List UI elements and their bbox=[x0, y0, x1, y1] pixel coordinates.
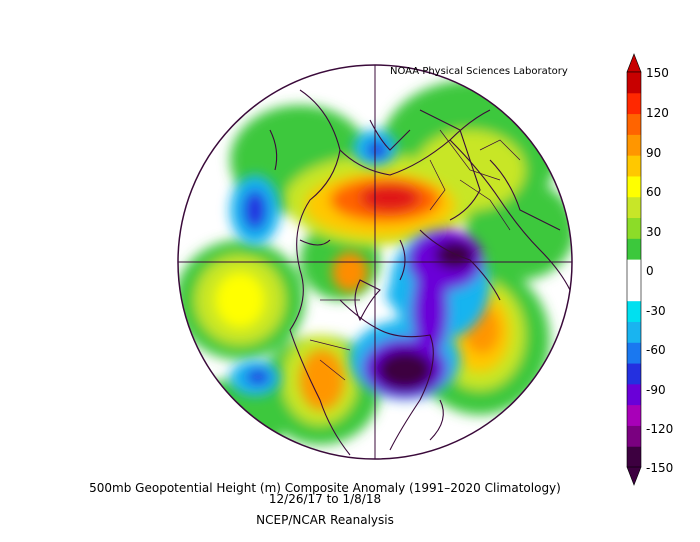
colorbar-segment bbox=[627, 363, 641, 385]
colorbar-segment bbox=[627, 279, 641, 302]
colorbar-label: -90 bbox=[646, 383, 666, 397]
colorbar-segment bbox=[627, 259, 641, 281]
colorbar-label: 0 bbox=[646, 264, 654, 278]
caption-dates: 12/26/17 to 1/8/18 bbox=[268, 492, 382, 506]
caption-title: 500mb Geopotential Height (m) Composite … bbox=[89, 481, 561, 495]
colorbar-segment bbox=[627, 383, 641, 406]
credit-text: NOAA Physical Sciences Laboratory bbox=[390, 66, 568, 77]
colorbar-segment bbox=[627, 300, 641, 322]
colorbar-segment bbox=[627, 404, 641, 426]
colorbar-top-arrow bbox=[626, 53, 642, 73]
colorbar-label: 30 bbox=[646, 225, 662, 239]
colorbar-label: 90 bbox=[646, 146, 662, 160]
caption-source: NCEP/NCAR Reanalysis bbox=[256, 513, 394, 527]
coastlines bbox=[269, 89, 571, 456]
colorbar-bottom-arrow bbox=[626, 466, 642, 486]
colorbar-segment bbox=[627, 425, 641, 447]
colorbar-segment bbox=[627, 446, 641, 468]
meridian-lines bbox=[178, 65, 572, 459]
colorbar-label: -60 bbox=[646, 343, 666, 357]
colorbar-segment bbox=[627, 175, 641, 198]
colorbar bbox=[626, 53, 642, 486]
colorbar-segment bbox=[627, 113, 641, 135]
colorbar-segment bbox=[627, 342, 641, 364]
colorbar-frame bbox=[626, 71, 642, 468]
map-boundary bbox=[177, 64, 573, 460]
colorbar-segment bbox=[627, 321, 641, 343]
colorbar-label: 60 bbox=[646, 185, 662, 199]
colorbar-segment bbox=[627, 238, 641, 260]
colorbar-segment bbox=[627, 196, 641, 219]
colorbar-segment bbox=[627, 72, 641, 94]
colorbar-segment bbox=[627, 92, 641, 115]
colorbar-label: 120 bbox=[646, 106, 669, 120]
colorbar-label: 150 bbox=[646, 66, 669, 80]
colorbar-segment bbox=[627, 134, 641, 156]
colorbar-label: -150 bbox=[646, 461, 674, 475]
colorbar-label: -120 bbox=[646, 422, 674, 436]
colorbar-segment bbox=[627, 217, 641, 239]
colorbar-segment bbox=[627, 155, 641, 177]
colorbar-label: -30 bbox=[646, 304, 666, 318]
